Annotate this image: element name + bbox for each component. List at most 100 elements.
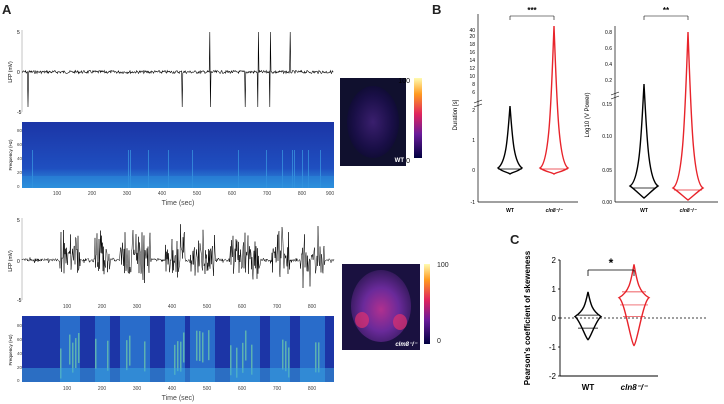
mutant-brain-label: clm8⁻/⁻ [395,342,418,348]
power-violin-mutant [671,31,705,201]
duration-violin-mutant [538,25,570,175]
mutant-lfp-trace: LFP (mV) 5 0 -5 100 200 300 400 500 600 … [8,218,335,310]
wt-spectrogram-stripe [148,150,149,188]
wt-freq-tick: 20 [17,170,23,175]
duration-y-tick: 16 [469,50,475,56]
wt-lfp-axis-label: LFP (mV) [8,61,14,83]
mutant-x-tick: 600 [238,386,247,392]
skewness-ylabel: Pearson's coefficient of skeweness [523,250,532,385]
mutant-colorbar [424,264,430,344]
mutant-spectrogram-stripe [242,342,244,373]
duration-significance: *** [527,6,537,15]
mutant-brain-image: clm8⁻/⁻ [342,264,420,350]
panel-letter-b: B [432,2,442,17]
wt-spectrogram-stripe [292,150,293,188]
wt-spectrogram-stripe [32,150,33,188]
mutant-spectrogram-stripe [315,342,317,373]
duration-y-tick: 40 [469,28,475,34]
mutant-spectrogram-stripe [202,332,204,363]
mutant-lfp-x-tick: 300 [133,304,142,310]
mutant-x-tick: 300 [133,386,142,392]
power-significance: ** [663,6,670,15]
mutant-lfp-tick: 5 [17,218,20,224]
wt-freq-tick: 60 [17,142,23,147]
power-violin-wt [628,83,660,199]
mutant-x-tick: 800 [308,386,317,392]
power-y-tick: 0.15 [602,102,612,108]
wt-lfp-tick: -5 [17,110,22,116]
mutant-spectrogram-stripe [251,344,253,375]
panel-letter-c: C [510,232,520,247]
mutant-lfp-x-tick: 400 [168,304,177,310]
wt-spectrogram-stripe [320,150,321,188]
wt-scale-max: 100 [398,78,410,85]
power-y-tick: 0.4 [605,62,612,68]
mutant-spectrogram-stripe [78,332,80,363]
wt-freq-tick: 80 [17,128,23,133]
mutant-spectrogram-stripe [144,341,146,372]
wt-spectrogram-stripe [128,150,129,188]
wt-x-tick: 200 [88,191,97,197]
duration-ylabel: Duration [s] [453,99,459,130]
mutant-spectrogram-stripe [236,347,238,378]
mutant-spectrogram-stripe [60,348,62,379]
wt-lfp-tick: 0 [17,70,20,76]
wt-lfp-tick: 5 [17,30,20,36]
skewness-y-tick: -2 [549,372,557,381]
mutant-spectrogram-burst [95,316,110,382]
mutant-spectrogram-stripe [282,339,284,370]
wt-brain-label: WT [395,158,405,164]
mutant-x-tick: 500 [203,386,212,392]
wt-lfp-trace: LFP (mV) 5 0 -5 [8,30,334,116]
wt-spectrogram-stripe [130,150,131,188]
duration-y-tick: 18 [469,42,475,48]
mutant-spectrogram-stripe [126,340,128,371]
mutant-spectrogram-stripe [177,341,179,372]
mutant-freq-tick: 80 [17,323,23,328]
power-category: cln8⁻/⁻ [680,208,698,214]
mutant-lfp-x-tick: 500 [203,304,212,310]
power-y-tick: 0.6 [605,46,612,52]
duration-y-tick: -1 [471,200,476,206]
mutant-spectrogram-stripe [107,340,109,371]
mutant-lfp-x-tick: 200 [98,304,107,310]
duration-y-tick: 12 [469,66,475,72]
duration-y-tick: 10 [469,74,475,80]
wt-spectrogram-stripe [302,150,303,188]
mutant-lfp-tick: 0 [17,259,20,265]
power-y-tick: 0.05 [602,168,612,174]
skewness-violin-wt [573,291,603,341]
mutant-spectrogram-stripe [245,330,247,361]
skewness-violin-mutant [617,264,651,347]
mutant-spectrogram-stripe [75,338,77,369]
skewness-y-tick: 1 [552,285,557,294]
wt-spectrogram: Frequency (Hz) 80 60 40 20 0 100 200 300… [8,122,334,207]
mutant-spectrogram: Frequency (Hz) 80 60 40 20 0 100 200 300… [8,316,334,402]
panel-a-traces: LFP (mV) 5 0 -5 Frequency (Hz) 80 60 40 … [8,30,430,402]
wt-spectrogram-stripe [266,150,267,188]
wt-x-tick: 600 [228,191,237,197]
mutant-spectrogram-stripe [196,330,198,361]
mutant-spectrogram-stripe [174,344,176,375]
mutant-spectrogram-stripe [180,341,182,372]
skewness-y-tick: 0 [552,314,557,323]
duration-y-tick: 14 [469,58,475,64]
wt-spectrogram-stripe [282,150,283,188]
wt-x-tick: 700 [263,191,272,197]
mutant-x-tick: 700 [273,386,282,392]
power-category: WT [640,208,648,214]
mutant-x-tick: 200 [98,386,107,392]
power-chart: Log10 (V Power) 0.8 0.6 0.4 0.2 0.15 0.10 0.0… [585,6,718,214]
power-y-tick: 0.00 [602,200,612,206]
wt-colorbar: 100 0 [398,78,422,165]
duration-violin-wt [496,105,524,175]
duration-y-tick: 2 [472,108,475,114]
wt-scale-min: 0 [406,158,410,165]
wt-freq-tick: 0 [17,184,20,189]
mutant-freq-tick: 0 [17,378,20,383]
mutant-spectrogram-stripe [230,345,232,376]
wt-x-tick: 100 [53,191,62,197]
power-y-tick: 0.8 [605,30,612,36]
